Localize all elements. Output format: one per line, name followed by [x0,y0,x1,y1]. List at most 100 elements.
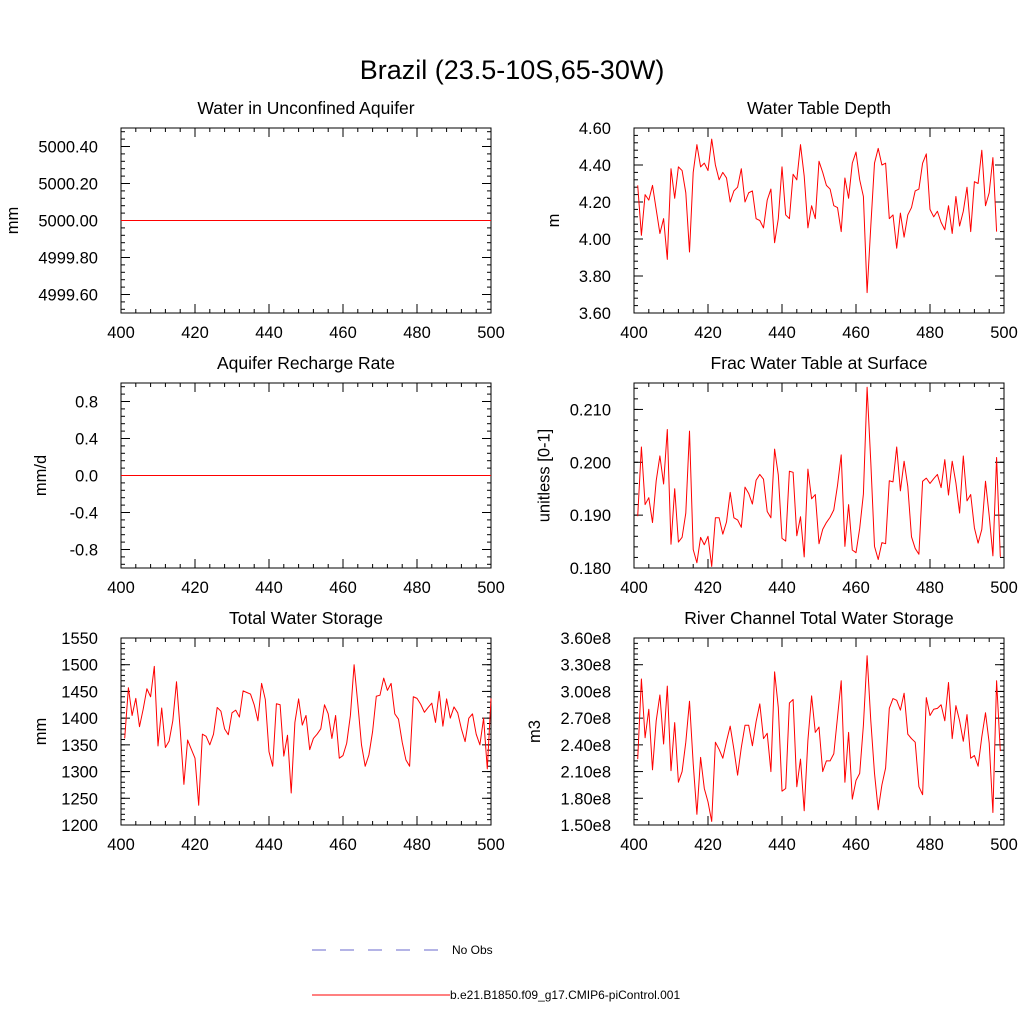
x-tick-label: 460 [842,579,870,597]
x-tick-label: 420 [694,579,722,597]
y-tick-label: 1250 [61,790,98,808]
plot-frame [633,382,1005,569]
chart-total-water-storage: 400 420 440 460 480 500 1200 1250 1300 1350 1400 14… [32,608,505,854]
x-tick-label: 440 [255,579,283,597]
y-tick-label: 0.190 [570,507,611,525]
x-tick-label: 420 [694,836,722,854]
y-axis-label: mm/d [32,455,50,496]
y-tick-label: 1.50e8 [561,817,611,835]
x-tick-label: 440 [255,836,283,854]
x-tick-label: 460 [842,836,870,854]
x-tick-label: 500 [477,579,505,597]
panel-title: Frac Water Table at Surface [711,353,928,373]
panel-title: River Channel Total Water Storage [684,608,953,628]
x-tick-label: 420 [181,836,209,854]
y-tick-label: -0.4 [70,505,98,523]
y-tick-label: 1350 [61,737,98,755]
x-tick-label: 440 [768,579,796,597]
chart-water-table-depth: 400 420 440 460 480 500 3.60 3.80 4.00 4.20 4.40 4.… [545,98,1018,342]
y-tick-label: 4999.80 [38,250,98,268]
panel-title: Water in Unconfined Aquifer [197,98,414,118]
y-axis-label: mm [32,718,50,746]
series-line-model-run [637,386,1001,567]
y-tick-label: 1400 [61,710,98,728]
y-tick-label: 1300 [61,764,98,782]
y-tick-label: 3.60e8 [561,630,611,648]
y-axis-label: unitless [0-1] [536,429,554,523]
y-tick-label: 2.10e8 [561,764,611,782]
x-tick-label: 420 [181,579,209,597]
x-tick-label: 400 [620,324,648,342]
x-tick-label: 460 [329,324,357,342]
chart-panels: 400 420 440 460 480 500 4999.60 4999.80 5000.00 5… [4,98,1018,854]
x-tick-label: 500 [990,324,1018,342]
y-tick-label: 1200 [61,817,98,835]
y-tick-label: 5000.40 [38,139,98,157]
series-line-model-run [637,138,998,294]
panel-title: Aquifer Recharge Rate [217,353,395,373]
plot-frame [633,637,1005,826]
x-tick-label: 480 [403,324,431,342]
x-tick-label: 480 [916,836,944,854]
plot-frame [633,127,1005,314]
legend-label-no-obs: No Obs [452,943,493,957]
panel-title: Total Water Storage [229,608,383,628]
x-tick-label: 400 [620,836,648,854]
y-tick-label: 0.8 [75,394,98,412]
x-tick-label: 440 [255,324,283,342]
y-tick-label: 3.30e8 [561,657,611,675]
chart-river-storage: 400 420 440 460 480 500 1.50e8 1.80e8 2.10e8 2.40… [526,608,1018,854]
y-axis-label: mm [4,207,22,235]
x-tick-label: 400 [107,579,135,597]
y-tick-label: 2.70e8 [561,710,611,728]
y-tick-label: 4.40 [579,157,611,175]
x-tick-label: 400 [620,579,648,597]
y-tick-label: 5000.00 [38,213,98,231]
y-tick-label: 1.80e8 [561,790,611,808]
y-tick-label: 2.40e8 [561,737,611,755]
chart-aquifer-water: 400 420 440 460 480 500 4999.60 4999.80 5000.00 5… [4,98,505,342]
y-tick-label: 4.60 [579,120,611,138]
x-tick-label: 480 [916,324,944,342]
y-tick-label: 0.210 [570,401,611,419]
x-tick-label: 480 [916,579,944,597]
y-tick-label: 0.200 [570,454,611,472]
y-tick-label: -0.8 [70,542,98,560]
x-tick-label: 400 [107,324,135,342]
x-tick-label: 440 [768,836,796,854]
y-tick-label: 3.60 [579,305,611,323]
x-tick-label: 480 [403,836,431,854]
series-line-model-run [124,664,492,806]
y-tick-label: 1500 [61,657,98,675]
y-tick-label: 0.0 [75,468,98,486]
x-tick-label: 460 [329,579,357,597]
x-tick-label: 420 [181,324,209,342]
y-tick-label: 3.00e8 [561,683,611,701]
y-axis-label: m [545,214,563,228]
series-line-model-run [637,655,1001,822]
y-tick-label: 1450 [61,683,98,701]
plot-frame [120,637,492,826]
chart-recharge-rate: 400 420 440 460 480 500 -0.8 -0.4 0.0 0.4 0.8 Aquif… [32,353,505,597]
y-axis-label: m3 [526,720,544,743]
x-tick-label: 420 [694,324,722,342]
figure-title: Brazil (23.5-10S,65-30W) [360,55,665,85]
chart-frac-water-table: 400 420 440 460 480 500 0.180 0.190 0.200 0.210 Fr… [536,353,1018,597]
y-tick-label: 3.80 [579,268,611,286]
x-tick-label: 480 [403,579,431,597]
y-tick-label: 4.00 [579,231,611,249]
x-tick-label: 500 [990,836,1018,854]
x-tick-label: 460 [842,324,870,342]
y-tick-label: 1550 [61,630,98,648]
y-tick-label: 4.20 [579,194,611,212]
y-tick-label: 5000.20 [38,176,98,194]
legend-label-model-run: b.e21.B1850.f09_g17.CMIP6-piControl.001 [450,988,680,1002]
y-tick-label: 0.180 [570,560,611,578]
legend: No Obs b.e21.B1850.f09_g17.CMIP6-piContr… [312,943,680,1002]
x-tick-label: 500 [990,579,1018,597]
x-tick-label: 400 [107,836,135,854]
x-tick-label: 500 [477,836,505,854]
y-tick-label: 0.4 [75,431,98,449]
